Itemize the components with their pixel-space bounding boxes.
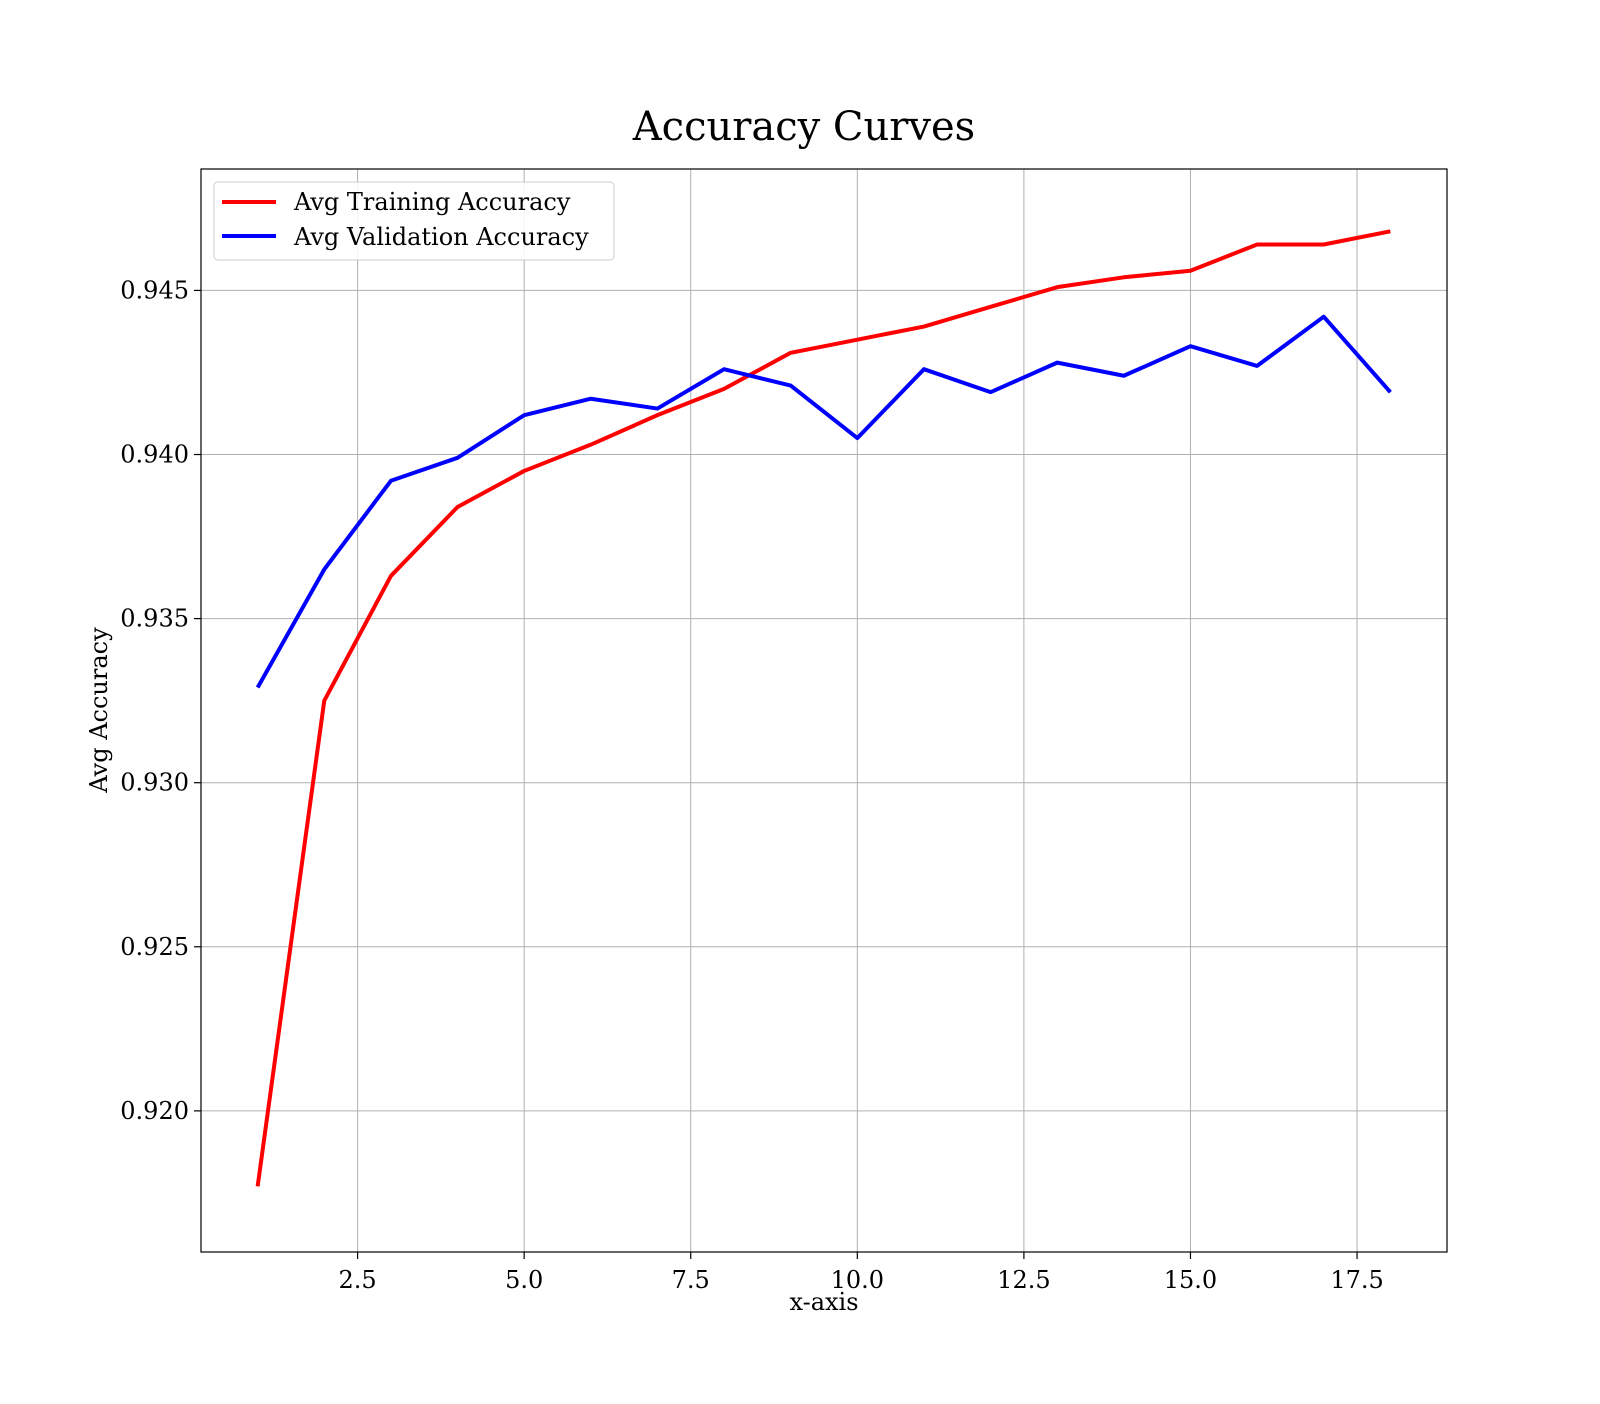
x-tick-label: 5.0 — [505, 1266, 543, 1294]
plot-area-frame — [200, 168, 1448, 1253]
y-tick-label: 0.930 — [120, 769, 189, 797]
legend: Avg Training Accuracy Avg Validation Acc… — [213, 181, 615, 261]
series-lines — [255, 229, 1392, 1187]
x-axis-ticks: 2.5 5.0 7.5 10.0 12.5 15.0 17.5 — [338, 1252, 1384, 1294]
y-tick-label: 0.925 — [120, 933, 189, 961]
y-tick-label: 0.940 — [120, 441, 189, 469]
x-axis-label: x-axis — [789, 1288, 858, 1316]
y-tick-label: 0.935 — [120, 605, 189, 633]
x-tick-label: 17.5 — [1330, 1266, 1383, 1294]
x-tick-label: 7.5 — [672, 1266, 710, 1294]
x-tick-label: 10.0 — [831, 1266, 884, 1294]
x-tick-label: 15.0 — [1164, 1266, 1217, 1294]
legend-training-label: Avg Training Accuracy — [293, 188, 571, 216]
chart-title: Accuracy Curves — [632, 104, 975, 150]
y-tick-label: 0.945 — [120, 276, 189, 304]
legend-validation-label: Avg Validation Accuracy — [293, 223, 589, 251]
y-axis-ticks: 0.920 0.925 0.930 0.935 0.940 0.945 — [120, 276, 201, 1125]
x-tick-label: 12.5 — [997, 1266, 1050, 1294]
validation-accuracy-line — [255, 314, 1392, 689]
legend-frame — [213, 181, 615, 261]
y-tick-label: 0.920 — [120, 1097, 189, 1125]
x-tick-label: 2.5 — [338, 1266, 376, 1294]
grid-lines — [201, 169, 1447, 1252]
training-accuracy-line — [255, 229, 1391, 1187]
y-axis-label: Avg Accuracy — [85, 627, 113, 794]
